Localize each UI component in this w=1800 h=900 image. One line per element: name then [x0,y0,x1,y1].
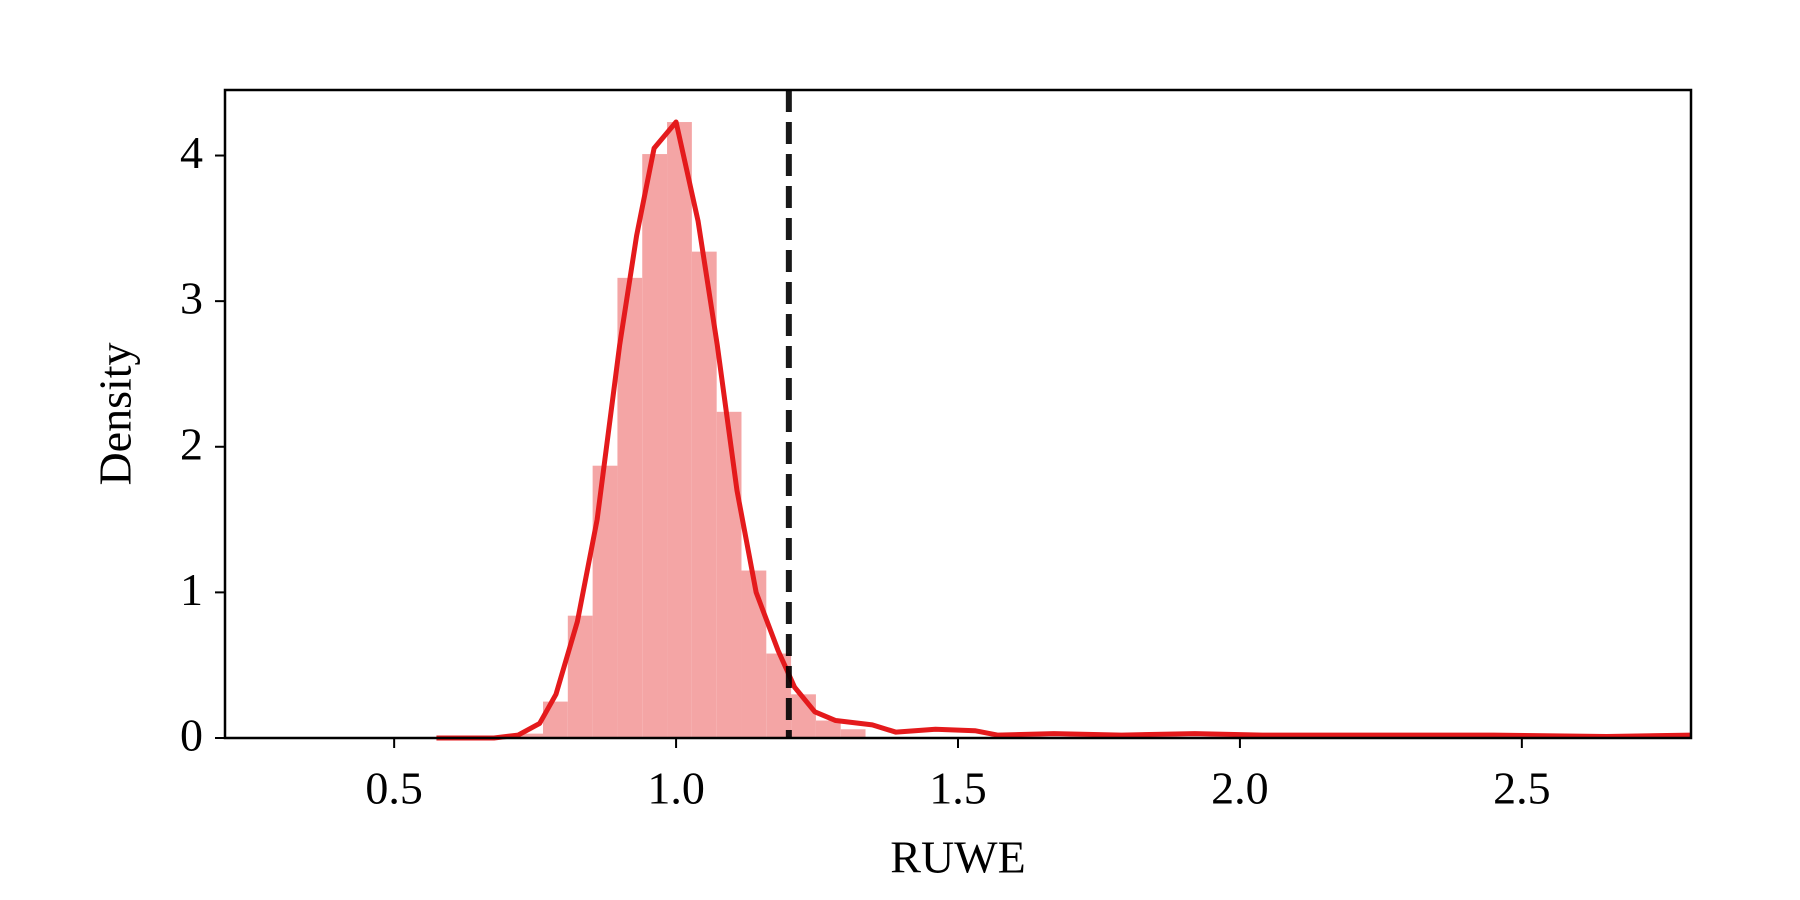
y-tick-label: 2 [180,418,203,469]
x-tick-label: 1.0 [647,763,705,814]
histogram-bar [741,570,767,738]
histogram-bar [617,277,643,738]
histogram-bar [667,122,692,739]
y-tick-label: 3 [180,273,203,324]
histogram-bar [815,720,841,738]
histogram-bar [840,729,866,738]
histogram-bar [642,154,668,739]
x-tick-label: 2.0 [1211,763,1269,814]
plot-frame [223,88,1693,740]
histogram-bar [691,251,717,738]
y-tick-label: 0 [180,710,203,761]
y-tick-label: 4 [180,127,203,178]
y-tick-label: 1 [180,564,203,615]
histogram-bar [716,411,742,738]
y-axis-label: Density [90,342,141,485]
x-tick-label: 0.5 [365,763,423,814]
x-tick-label: 2.5 [1493,763,1551,814]
x-tick-label: 1.5 [929,763,987,814]
x-axis-label: RUWE [890,832,1025,883]
histogram-bar [518,733,544,738]
